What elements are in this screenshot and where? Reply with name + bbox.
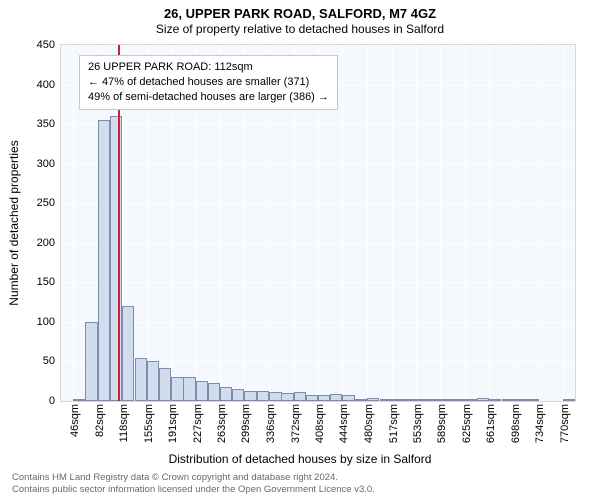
histogram-bar	[380, 399, 392, 401]
histogram-bar	[147, 361, 159, 401]
histogram-bar	[171, 377, 183, 401]
footer-attribution: Contains HM Land Registry data © Crown c…	[12, 472, 375, 496]
histogram-bar	[392, 399, 404, 401]
annotation-line-3: 49% of semi-detached houses are larger (…	[88, 90, 329, 105]
histogram-bar	[453, 399, 465, 401]
histogram-bar	[73, 399, 85, 401]
y-tick-label: 200	[15, 237, 55, 249]
histogram-bar	[428, 399, 440, 401]
plot-area: 26 UPPER PARK ROAD: 112sqm ← 47% of deta…	[60, 44, 576, 402]
gridline-v	[440, 45, 441, 401]
footer-line-2: Contains public sector information licen…	[12, 484, 375, 496]
histogram-bar	[563, 399, 575, 401]
histogram-bar	[122, 306, 134, 401]
histogram-bar	[110, 116, 122, 401]
histogram-bar	[135, 358, 147, 402]
gridline-v	[563, 45, 564, 401]
histogram-bar	[404, 399, 416, 401]
histogram-bar	[269, 392, 281, 401]
histogram-bar	[465, 399, 477, 401]
histogram-bar	[416, 399, 428, 401]
gridline-v	[538, 45, 539, 401]
histogram-bar	[526, 399, 538, 401]
histogram-bar	[367, 398, 379, 401]
histogram-bar	[514, 399, 526, 401]
y-tick-label: 250	[15, 197, 55, 209]
histogram-bar	[159, 368, 171, 401]
annotation-box: 26 UPPER PARK ROAD: 112sqm ← 47% of deta…	[79, 55, 338, 110]
y-tick-label: 400	[15, 79, 55, 91]
histogram-bar	[208, 383, 220, 401]
annotation-line-2: ← 47% of detached houses are smaller (37…	[88, 75, 329, 90]
gridline-v	[342, 45, 343, 401]
histogram-bar	[355, 399, 367, 401]
histogram-bar	[281, 393, 293, 401]
histogram-bar	[294, 392, 306, 401]
y-tick-label: 100	[15, 316, 55, 328]
gridline-v	[367, 45, 368, 401]
gridline-v	[73, 45, 74, 401]
histogram-bar	[330, 394, 342, 401]
y-tick-label: 450	[15, 39, 55, 51]
histogram-bar	[196, 381, 208, 401]
y-tick-label: 150	[15, 276, 55, 288]
histogram-bar	[257, 391, 269, 401]
gridline-v	[489, 45, 490, 401]
histogram-bar	[502, 399, 514, 401]
histogram-bar	[98, 120, 110, 401]
histogram-bar	[244, 391, 256, 401]
chart-root: 26, UPPER PARK ROAD, SALFORD, M7 4GZ Siz…	[0, 0, 600, 500]
y-tick-label: 350	[15, 118, 55, 130]
annotation-line-1: 26 UPPER PARK ROAD: 112sqm	[88, 60, 329, 75]
chart-title-sub: Size of property relative to detached ho…	[0, 22, 600, 36]
histogram-bar	[318, 395, 330, 401]
histogram-bar	[232, 389, 244, 401]
gridline-v	[416, 45, 417, 401]
x-axis-label: Distribution of detached houses by size …	[0, 452, 600, 466]
histogram-bar	[306, 395, 318, 401]
y-tick-label: 50	[15, 355, 55, 367]
histogram-bar	[342, 395, 354, 401]
y-tick-label: 300	[15, 158, 55, 170]
histogram-bar	[489, 399, 501, 401]
histogram-bar	[220, 387, 232, 401]
gridline-v	[392, 45, 393, 401]
y-tick-label: 0	[15, 395, 55, 407]
histogram-bar	[85, 322, 97, 401]
histogram-bar	[440, 399, 452, 401]
gridline-v	[514, 45, 515, 401]
histogram-bar	[477, 398, 489, 401]
footer-line-1: Contains HM Land Registry data © Crown c…	[12, 472, 375, 484]
gridline-v	[465, 45, 466, 401]
histogram-bar	[183, 377, 195, 401]
chart-title-main: 26, UPPER PARK ROAD, SALFORD, M7 4GZ	[0, 6, 600, 21]
